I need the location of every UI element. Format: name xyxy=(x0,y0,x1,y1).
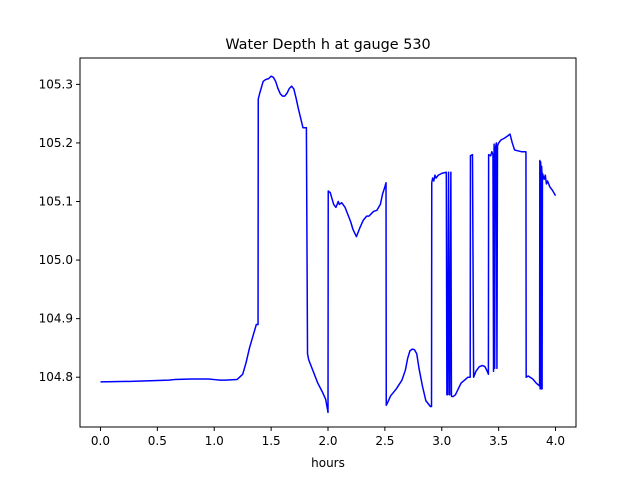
x-tick-label: 4.0 xyxy=(546,434,565,448)
x-tick-label: 2.0 xyxy=(318,434,337,448)
y-axis: 104.8 104.9 105.0 105.1 105.2 105.3 xyxy=(39,77,80,384)
x-tick-label: 0.5 xyxy=(148,434,167,448)
y-tick-label: 104.8 xyxy=(39,370,73,384)
series-line-0 xyxy=(100,75,557,414)
y-tick-label: 105.3 xyxy=(39,77,73,91)
y-tick-label: 105.1 xyxy=(39,195,73,209)
x-tick-label: 3.0 xyxy=(432,434,451,448)
y-tick-label: 104.9 xyxy=(39,312,73,326)
plot-area xyxy=(100,75,557,414)
chart-title: Water Depth h at gauge 530 xyxy=(225,37,430,53)
y-tick-label: 105.0 xyxy=(39,253,73,267)
x-tick-label: 3.5 xyxy=(489,434,508,448)
x-tick-label: 2.5 xyxy=(375,434,394,448)
x-axis: 0.0 0.5 1.0 1.5 2.0 2.5 3.0 3.5 4.0 xyxy=(91,427,565,448)
y-tick-label: 105.2 xyxy=(39,136,73,150)
x-tick-label: 1.5 xyxy=(262,434,281,448)
x-tick-label: 1.0 xyxy=(205,434,224,448)
x-axis-label: hours xyxy=(311,456,345,470)
x-tick-label: 0.0 xyxy=(91,434,110,448)
